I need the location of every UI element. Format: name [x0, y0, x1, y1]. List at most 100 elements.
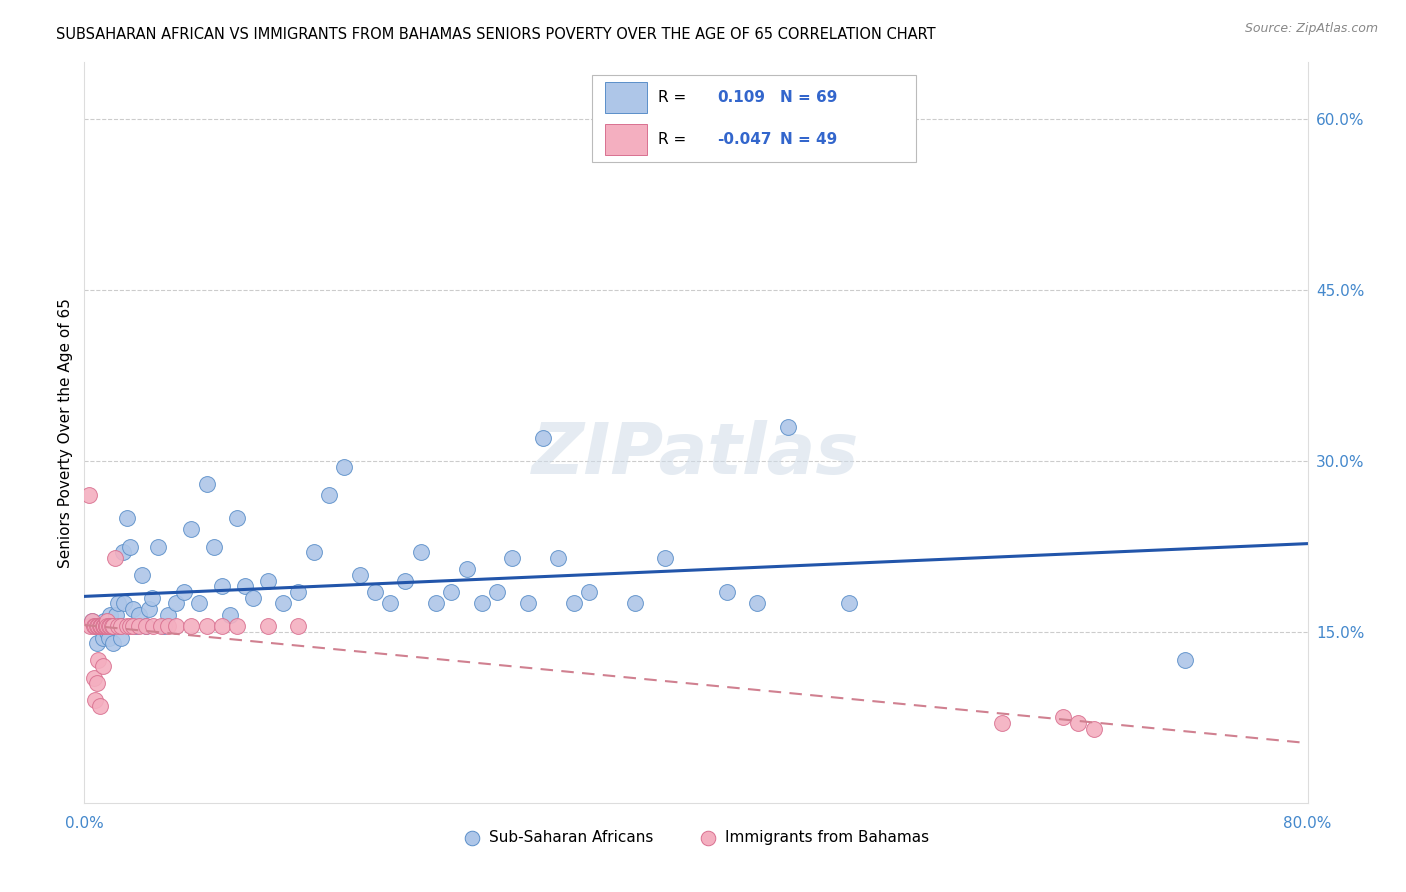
Point	[122, 602, 145, 616]
Point	[80, 614, 103, 628]
Text: R =: R =	[658, 132, 686, 147]
Point	[1052, 710, 1074, 724]
Text: SUBSAHARAN AFRICAN VS IMMIGRANTS FROM BAHAMAS SENIORS POVERTY OVER THE AGE OF 65: SUBSAHARAN AFRICAN VS IMMIGRANTS FROM BA…	[56, 27, 936, 42]
Point	[287, 619, 309, 633]
Point	[624, 597, 647, 611]
Point	[79, 619, 101, 633]
Point	[86, 636, 108, 650]
Point	[98, 619, 121, 633]
Point	[202, 540, 225, 554]
Point	[83, 619, 105, 633]
Point	[90, 619, 112, 633]
Point	[578, 585, 600, 599]
Point	[409, 545, 432, 559]
Point	[233, 579, 256, 593]
Point	[101, 619, 124, 633]
Point	[96, 624, 118, 639]
Point	[654, 550, 676, 565]
Point	[157, 619, 180, 633]
Point	[104, 619, 127, 633]
Point	[257, 619, 280, 633]
Point	[271, 597, 294, 611]
Point	[86, 619, 108, 633]
Point	[211, 579, 233, 593]
Point	[128, 619, 150, 633]
Text: N = 49: N = 49	[780, 132, 838, 147]
Point	[107, 619, 129, 633]
Point	[257, 574, 280, 588]
Point	[84, 693, 107, 707]
Point	[83, 671, 105, 685]
Point	[94, 619, 117, 633]
Point	[115, 619, 138, 633]
Point	[89, 619, 111, 633]
Point	[80, 614, 103, 628]
Point	[141, 591, 163, 605]
Point	[195, 476, 218, 491]
Point	[103, 619, 125, 633]
Point	[111, 545, 134, 559]
Point	[93, 614, 115, 628]
Point	[89, 619, 111, 633]
Point	[77, 488, 100, 502]
Point	[218, 607, 240, 622]
Text: Source: ZipAtlas.com: Source: ZipAtlas.com	[1244, 22, 1378, 36]
Point	[90, 619, 112, 633]
Point	[1067, 716, 1090, 731]
Point	[153, 619, 176, 633]
Point	[226, 511, 249, 525]
Point	[157, 607, 180, 622]
Point	[364, 585, 387, 599]
Point	[108, 619, 131, 633]
Point	[1083, 722, 1105, 736]
Point	[349, 568, 371, 582]
Point	[242, 591, 264, 605]
Point	[120, 619, 142, 633]
FancyBboxPatch shape	[606, 124, 647, 155]
Point	[135, 619, 157, 633]
Text: 0.109: 0.109	[717, 90, 765, 105]
Point	[110, 619, 132, 633]
Point	[93, 619, 115, 633]
Point	[84, 619, 107, 633]
Point	[125, 619, 148, 633]
Point	[486, 585, 509, 599]
FancyBboxPatch shape	[606, 82, 647, 113]
Point	[195, 619, 218, 633]
Point	[122, 619, 145, 633]
FancyBboxPatch shape	[592, 75, 917, 162]
Point	[105, 607, 128, 622]
Point	[991, 716, 1014, 731]
Point	[1174, 653, 1197, 667]
Point	[562, 597, 585, 611]
Point	[97, 631, 120, 645]
Point	[173, 585, 195, 599]
Point	[531, 431, 554, 445]
Point	[287, 585, 309, 599]
Point	[146, 540, 169, 554]
Point	[180, 523, 202, 537]
Point	[93, 619, 115, 633]
Point	[128, 607, 150, 622]
Point	[149, 619, 172, 633]
Point	[226, 619, 249, 633]
Point	[91, 659, 114, 673]
Point	[302, 545, 325, 559]
Y-axis label: Seniors Poverty Over the Age of 65: Seniors Poverty Over the Age of 65	[58, 298, 73, 567]
Point	[165, 619, 187, 633]
Point	[110, 631, 132, 645]
Point	[107, 597, 129, 611]
Point	[86, 676, 108, 690]
Point	[104, 550, 127, 565]
Point	[97, 619, 120, 633]
Point	[188, 597, 211, 611]
Point	[180, 619, 202, 633]
Point	[425, 597, 447, 611]
Point	[98, 607, 121, 622]
Point	[91, 631, 114, 645]
Point	[502, 550, 524, 565]
Point	[547, 550, 569, 565]
Point	[135, 619, 157, 633]
Point	[103, 636, 125, 650]
Text: -0.047: -0.047	[717, 132, 772, 147]
